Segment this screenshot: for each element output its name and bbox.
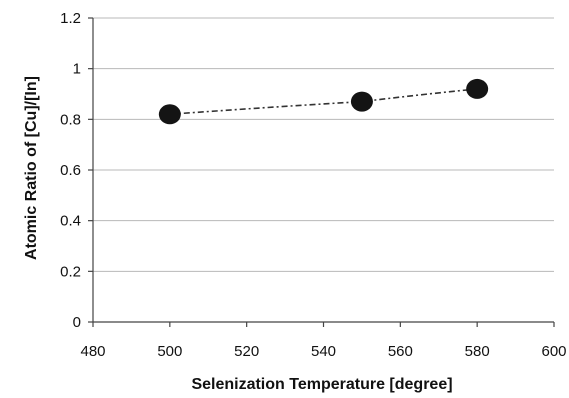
gridlines — [93, 17, 554, 272]
y-tick-label: 0.2 — [60, 263, 81, 280]
y-tick-label: 1.2 — [60, 10, 81, 27]
y-tick-labels: 0 0.2 0.4 0.6 0.8 1 1.2 — [60, 10, 81, 331]
x-tick-labels: 480 500 520 540 560 580 600 — [80, 343, 566, 360]
data-point — [350, 91, 373, 112]
y-axis-title: Atomic Ratio of [Cu]/[In] — [23, 76, 40, 260]
data-point — [158, 104, 181, 125]
x-tick-label: 580 — [465, 343, 490, 360]
y-tick-label: 1 — [73, 61, 81, 78]
y-tick-label: 0.6 — [60, 162, 81, 179]
data-series — [158, 78, 489, 125]
y-tick-label: 0.4 — [60, 213, 81, 230]
y-tick-label: 0.8 — [60, 111, 81, 128]
x-tick-label: 500 — [157, 343, 182, 360]
x-tick-label: 600 — [541, 343, 566, 360]
x-tick-label: 480 — [80, 343, 105, 360]
data-point — [466, 78, 489, 99]
trend-line — [169, 88, 478, 116]
tick-marks — [88, 17, 555, 327]
x-tick-label: 540 — [311, 343, 336, 360]
y-tick-label: 0 — [73, 314, 81, 331]
x-axis-title: Selenization Temperature [degree] — [191, 376, 452, 393]
x-tick-label: 560 — [388, 343, 413, 360]
x-tick-label: 520 — [234, 343, 259, 360]
